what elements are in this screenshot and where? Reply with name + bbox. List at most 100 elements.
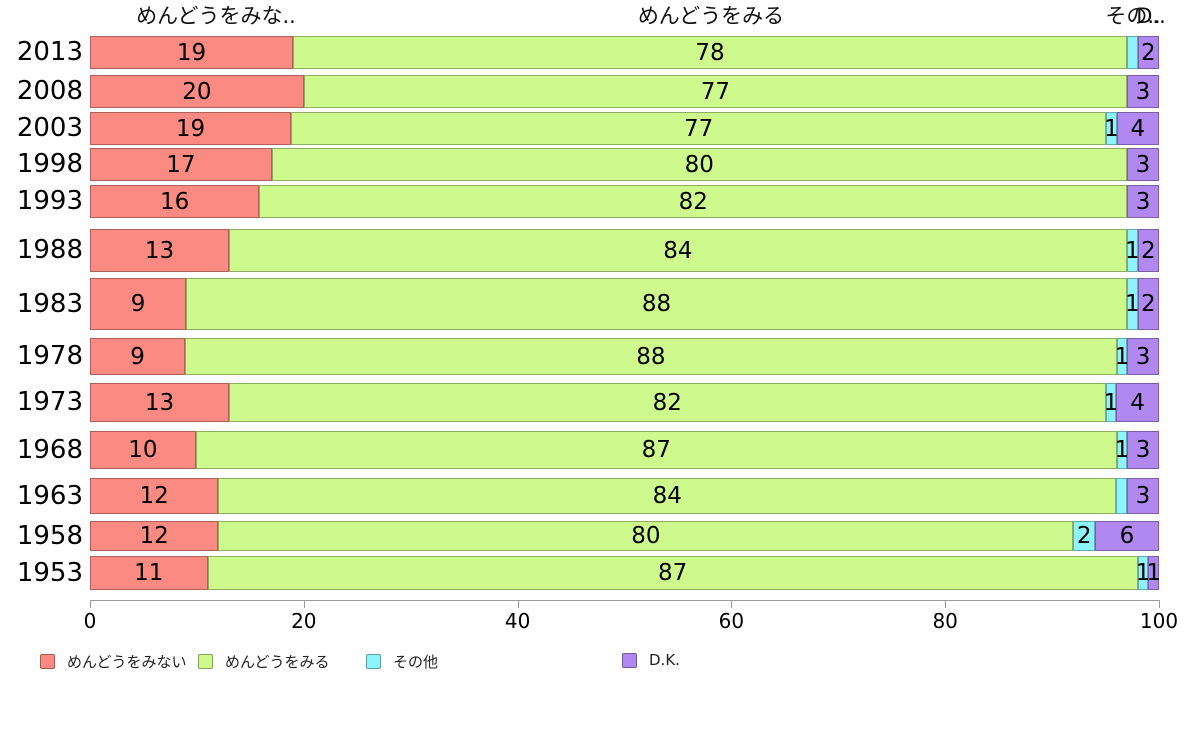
x-axis-tick-label: 40 <box>504 609 531 633</box>
x-axis-tick <box>945 600 947 608</box>
bar-value-label: 87 <box>657 560 688 586</box>
bar-segment-mendou-minai: 9 <box>90 338 186 375</box>
bar-segment-dk: 3 <box>1127 431 1159 469</box>
legend-swatch-red-icon <box>40 654 55 669</box>
bar-value-label: 1 <box>1104 115 1119 142</box>
bar-segment-sonota: 1 <box>1104 112 1119 145</box>
legend-label: めんどうをみない <box>67 653 187 671</box>
bar-segment-dk: 4 <box>1116 383 1159 422</box>
x-axis-tick-label: 100 <box>1139 609 1179 633</box>
bar-segment-mendou-minai: 16 <box>90 185 260 218</box>
bar-value-label: 10 <box>128 437 158 463</box>
bar-segment-sonota: 1 <box>1114 338 1130 375</box>
bar-segment-mendou-minai: 11 <box>90 556 208 590</box>
bar-value-label: 12 <box>139 483 169 509</box>
bar-value-label: 9 <box>130 291 146 317</box>
year-label: 1993 <box>16 186 83 216</box>
bar-segment-mendou-minai: 12 <box>90 478 219 514</box>
bar-value-label: 12 <box>139 523 169 549</box>
year-label: 2003 <box>16 113 83 143</box>
bar-value-label: 84 <box>663 237 693 264</box>
legend-swatch-green-icon <box>198 654 213 669</box>
x-axis-tick <box>731 600 733 608</box>
year-label: 1953 <box>16 558 83 588</box>
bar-segment-mendou-miru: 80 <box>218 521 1074 551</box>
year-label: 1958 <box>16 521 83 551</box>
series-top-label-mendou-miru: めんどうをみる <box>637 4 785 28</box>
bar-segment-dk: 3 <box>1127 185 1159 218</box>
bar-segment-dk: 2 <box>1137 36 1159 69</box>
year-label: 1988 <box>16 235 83 265</box>
legend-swatch-cyan-icon <box>366 654 381 669</box>
bar-segment-mendou-minai: 17 <box>90 148 272 181</box>
bar-segment-mendou-miru: 77 <box>303 75 1127 108</box>
bar-value-label: 13 <box>144 237 175 264</box>
bar-value-label: 3 <box>1135 151 1151 178</box>
bar-value-label: 84 <box>652 483 682 509</box>
bar-value-label: 20 <box>182 78 212 105</box>
bar-segment-sonota: 1 <box>1124 229 1140 272</box>
bar-segment-sonota: 1 <box>1114 431 1130 469</box>
bar-segment-sonota <box>1116 478 1127 514</box>
series-top-label-dk: D.. <box>1136 4 1166 28</box>
bar-value-label: 3 <box>1135 483 1151 509</box>
bar-value-label: 2 <box>1140 39 1156 66</box>
bar-segment-dk: 3 <box>1127 338 1159 375</box>
year-label: 2008 <box>16 76 83 106</box>
bar-segment-mendou-miru: 80 <box>271 148 1127 181</box>
x-axis-tick-label: 60 <box>718 609 745 633</box>
bar-value-label: 3 <box>1135 188 1151 215</box>
legend-swatch-purple-icon <box>622 652 637 668</box>
bar-value-label: 1 <box>1124 291 1140 317</box>
bar-segment-mendou-miru: 78 <box>293 36 1127 69</box>
bar-segment-sonota: 1 <box>1124 278 1140 330</box>
bar-segment-mendou-miru: 82 <box>259 185 1128 218</box>
legend-label: D.K. <box>649 651 680 669</box>
bar-segment-mendou-miru: 88 <box>186 278 1127 330</box>
bar-value-label: 1 <box>1135 560 1151 586</box>
bar-value-label: 3 <box>1135 343 1151 370</box>
legend-label: その他 <box>393 653 439 671</box>
x-axis-tick <box>90 600 91 608</box>
bar-value-label: 16 <box>160 188 190 215</box>
year-label: 1998 <box>16 149 83 179</box>
bar-value-label: 1 <box>1124 237 1140 264</box>
bar-segment-dk: 3 <box>1126 75 1159 108</box>
bar-value-label: 88 <box>636 343 666 370</box>
x-axis-line <box>90 600 1160 601</box>
bar-value-label: 88 <box>641 291 672 317</box>
x-axis-tick <box>303 600 305 608</box>
year-label: 1983 <box>16 289 83 319</box>
x-axis-tick <box>1159 600 1160 608</box>
bar-value-label: 2 <box>1076 523 1092 549</box>
bar-value-label: 1 <box>1114 437 1130 463</box>
bar-segment-mendou-minai: 19 <box>90 36 294 69</box>
bar-segment-mendou-minai: 10 <box>90 431 196 469</box>
bar-value-label: 3 <box>1135 437 1151 463</box>
bar-segment-mendou-minai: 20 <box>90 75 304 108</box>
bar-value-label: 2 <box>1140 237 1156 264</box>
bar-value-label: 19 <box>176 39 207 66</box>
bar-segment-dk: 3 <box>1126 148 1159 181</box>
bar-value-label: 19 <box>175 115 206 142</box>
bar-value-label: 87 <box>641 437 671 463</box>
bar-value-label: 82 <box>678 188 708 215</box>
bar-value-label: 1 <box>1114 343 1130 370</box>
year-label: 1978 <box>16 341 83 371</box>
legend-item-sonota: その他 <box>366 651 438 672</box>
bar-segment-dk: 3 <box>1126 478 1159 514</box>
bar-segment-mendou-minai: 13 <box>90 229 229 272</box>
x-axis-tick-label: 20 <box>291 609 317 633</box>
bar-value-label: 80 <box>631 523 661 549</box>
bar-segment-mendou-miru: 87 <box>207 556 1138 590</box>
year-label: 1968 <box>16 435 83 465</box>
year-label: 1973 <box>16 387 83 417</box>
legend: めんどうをみない めんどうをみる その他 D.K. <box>0 651 1188 671</box>
bar-segment-mendou-minai: 13 <box>90 383 229 422</box>
bar-segment-mendou-minai: 19 <box>90 112 292 145</box>
bar-value-label: 11 <box>134 560 164 586</box>
bar-value-label: 1 <box>1103 389 1119 416</box>
bar-value-label: 77 <box>683 115 714 142</box>
bar-segment-mendou-minai: 9 <box>90 278 187 330</box>
